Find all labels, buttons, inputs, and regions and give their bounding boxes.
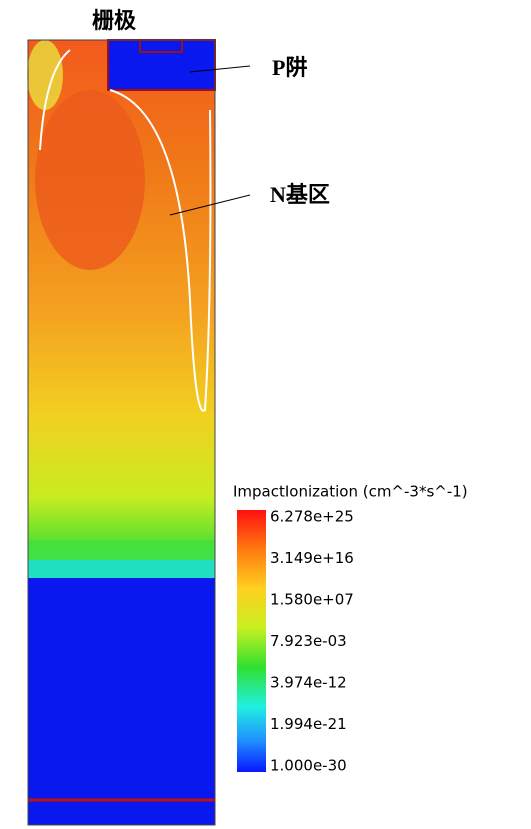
legend-labels: 6.278e+25 3.149e+16 1.580e+07 7.923e-03 3.97… [270, 508, 354, 775]
legend-title: ImpactIonization (cm^-3*s^-1) [233, 483, 468, 501]
legend-label: 3.149e+16 [270, 549, 354, 567]
band [28, 560, 215, 578]
legend-label: 1.580e+07 [270, 591, 354, 609]
p-well-label: P阱 [272, 55, 307, 80]
junction-line [39, 49, 212, 412]
band [28, 540, 215, 560]
plot-border [27, 39, 216, 826]
gate-label: 栅极 [92, 8, 137, 33]
leader-line [169, 194, 251, 216]
device-plot [27, 39, 216, 826]
blue-region [28, 578, 215, 825]
legend-label: 1.994e-21 [270, 715, 347, 733]
legend-label: 6.278e+25 [270, 508, 354, 526]
colorbar [237, 510, 266, 772]
leader-line [189, 65, 251, 73]
legend-label: 7.923e-03 [270, 632, 347, 650]
legend-label: 3.974e-12 [270, 674, 347, 692]
legend-label: 1.000e-30 [270, 757, 347, 775]
hot-region [35, 90, 145, 270]
n-base-label: N基区 [270, 182, 330, 207]
corner-region [27, 40, 63, 110]
p-well [107, 39, 216, 91]
